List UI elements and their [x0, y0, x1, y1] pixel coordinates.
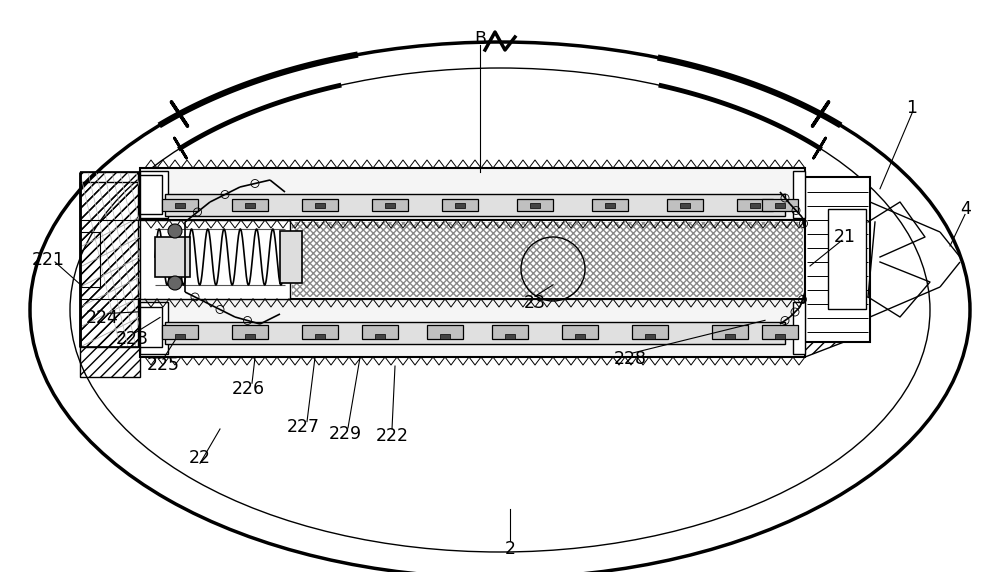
- Bar: [140, 302, 168, 354]
- Bar: [232, 199, 268, 211]
- Bar: [762, 199, 798, 211]
- Bar: [645, 334, 655, 339]
- Bar: [165, 194, 785, 216]
- Bar: [175, 203, 185, 208]
- Bar: [372, 199, 408, 211]
- Text: 221: 221: [32, 251, 64, 269]
- Text: 224: 224: [86, 309, 118, 327]
- Bar: [80, 172, 138, 347]
- Text: 222: 222: [376, 427, 409, 445]
- Bar: [290, 220, 805, 299]
- Bar: [793, 302, 805, 354]
- Bar: [680, 203, 690, 208]
- Bar: [280, 231, 302, 283]
- Bar: [530, 203, 540, 208]
- Bar: [385, 203, 395, 208]
- Bar: [140, 220, 290, 299]
- Bar: [725, 334, 735, 339]
- Text: B: B: [474, 30, 486, 48]
- Bar: [162, 199, 198, 211]
- Text: 229: 229: [328, 424, 362, 443]
- Text: 22: 22: [189, 448, 211, 467]
- Bar: [427, 325, 463, 339]
- Bar: [165, 322, 785, 344]
- Text: 227: 227: [287, 418, 320, 436]
- Bar: [712, 325, 748, 339]
- Text: 223: 223: [116, 329, 148, 348]
- Bar: [575, 334, 585, 339]
- Bar: [632, 325, 668, 339]
- Text: 4: 4: [961, 200, 971, 218]
- Bar: [292, 222, 803, 297]
- Bar: [793, 171, 805, 218]
- Bar: [155, 237, 190, 277]
- Bar: [315, 203, 325, 208]
- Text: 228: 228: [614, 350, 646, 368]
- Bar: [232, 325, 268, 339]
- Bar: [492, 325, 528, 339]
- Bar: [805, 177, 870, 342]
- Bar: [505, 334, 515, 339]
- Bar: [750, 203, 760, 208]
- Circle shape: [168, 276, 182, 290]
- Bar: [375, 334, 385, 339]
- Bar: [140, 171, 168, 218]
- Bar: [245, 203, 255, 208]
- Bar: [315, 334, 325, 339]
- Bar: [605, 203, 615, 208]
- Bar: [562, 325, 598, 339]
- Bar: [245, 334, 255, 339]
- Text: 21: 21: [834, 228, 856, 247]
- Bar: [517, 199, 553, 211]
- Bar: [140, 299, 805, 357]
- Bar: [828, 209, 866, 309]
- Bar: [775, 203, 785, 208]
- Text: 1: 1: [906, 98, 918, 117]
- Bar: [775, 334, 785, 339]
- Bar: [667, 199, 703, 211]
- Bar: [175, 334, 185, 339]
- Bar: [442, 199, 478, 211]
- Bar: [762, 325, 798, 339]
- Bar: [302, 325, 338, 339]
- Bar: [140, 168, 805, 220]
- Ellipse shape: [30, 42, 970, 572]
- Bar: [302, 199, 338, 211]
- Bar: [455, 203, 465, 208]
- Bar: [162, 325, 198, 339]
- Bar: [140, 307, 162, 347]
- Text: 2: 2: [505, 540, 516, 558]
- Text: 226: 226: [231, 380, 265, 398]
- Bar: [592, 199, 628, 211]
- Bar: [140, 175, 162, 214]
- Bar: [440, 334, 450, 339]
- Text: 23: 23: [524, 294, 546, 312]
- Text: 225: 225: [146, 356, 180, 374]
- Bar: [362, 325, 398, 339]
- Circle shape: [168, 224, 182, 238]
- Bar: [737, 199, 773, 211]
